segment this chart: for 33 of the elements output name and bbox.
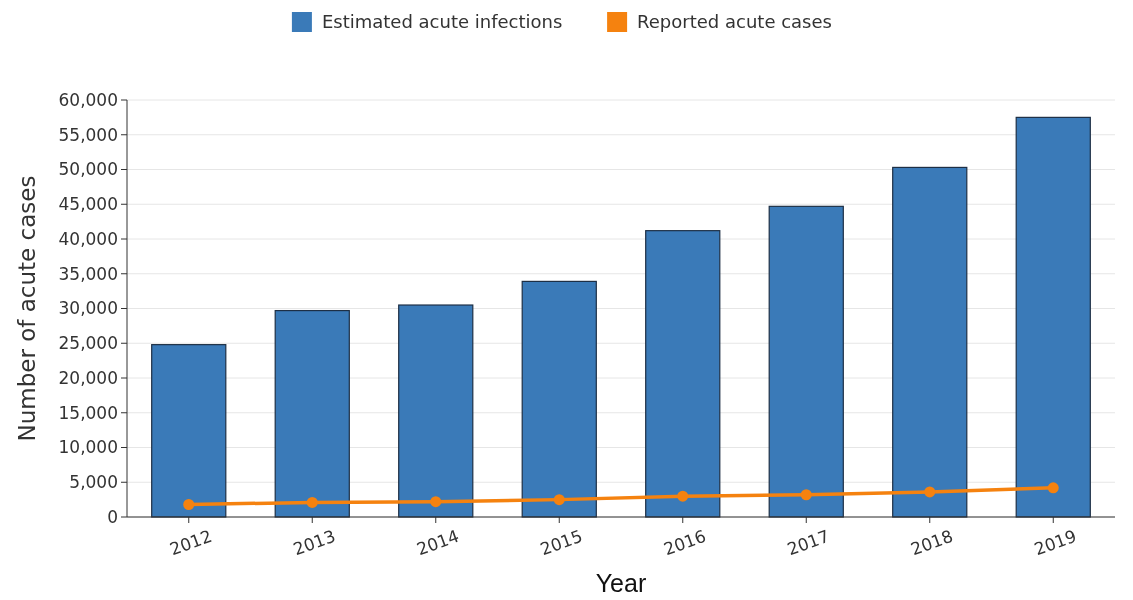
bar bbox=[274, 309, 350, 518]
y-tick-label: 50,000 bbox=[58, 159, 118, 180]
x-tick-label: 2018 bbox=[908, 525, 956, 560]
x-tick-label: 2014 bbox=[414, 525, 462, 560]
x-tick-label: 2013 bbox=[290, 525, 339, 560]
x-tick-label: 2019 bbox=[1031, 525, 1080, 560]
x-tick-label: 2012 bbox=[167, 525, 215, 560]
bar bbox=[892, 166, 968, 518]
x-tick-label: 2016 bbox=[661, 525, 709, 560]
y-tick-label: 0 bbox=[107, 506, 118, 527]
y-tick-label: 5,000 bbox=[69, 472, 118, 493]
y-tick-label: 35,000 bbox=[58, 263, 118, 284]
x-tick-label: 2015 bbox=[537, 525, 586, 560]
legend-label: Reported acute cases bbox=[637, 11, 832, 33]
x-tick-label: 2017 bbox=[784, 525, 833, 560]
bar bbox=[398, 304, 474, 518]
y-tick-label: 55,000 bbox=[58, 124, 118, 145]
y-tick-label: 45,000 bbox=[58, 194, 118, 215]
y-tick-label: 25,000 bbox=[58, 333, 118, 354]
y-tick-label: 15,000 bbox=[58, 402, 118, 423]
x-axis-title: Year bbox=[595, 569, 647, 597]
bar bbox=[768, 205, 844, 518]
bar bbox=[521, 280, 597, 518]
y-tick-label: 10,000 bbox=[58, 437, 118, 458]
bar bbox=[645, 230, 721, 518]
bar bbox=[1015, 116, 1091, 518]
bar bbox=[151, 344, 227, 518]
y-tick-label: 30,000 bbox=[58, 298, 118, 319]
legend-label: Estimated acute infections bbox=[321, 11, 563, 33]
y-axis-title: Number of acute cases bbox=[14, 175, 40, 442]
y-tick-label: 20,000 bbox=[58, 367, 118, 388]
y-tick-label: 60,000 bbox=[58, 89, 118, 110]
y-tick-label: 40,000 bbox=[58, 228, 118, 249]
